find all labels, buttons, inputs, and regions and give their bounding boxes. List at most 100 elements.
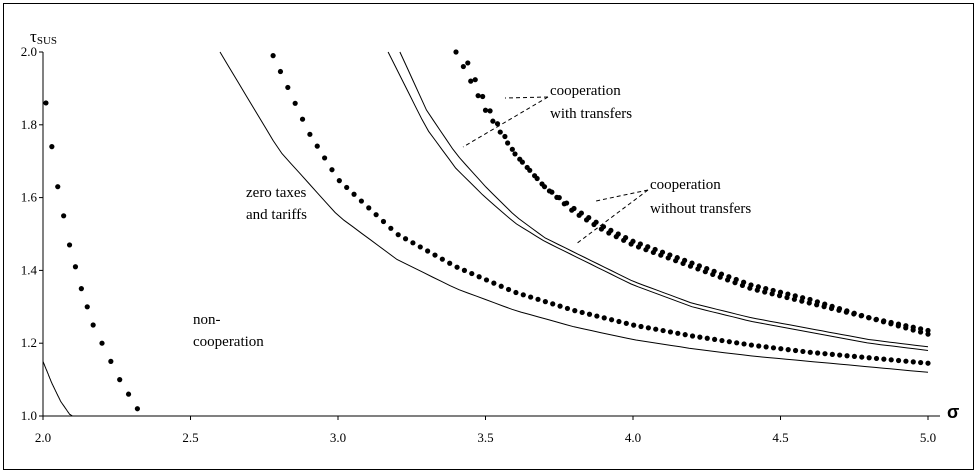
x-tick-label: 4.5 bbox=[772, 430, 788, 445]
data-point bbox=[638, 323, 644, 330]
data-point bbox=[134, 406, 140, 412]
data-point bbox=[623, 320, 629, 326]
data-point bbox=[895, 357, 902, 364]
data-point bbox=[756, 343, 762, 349]
data-point bbox=[806, 300, 812, 306]
data-point bbox=[895, 323, 901, 329]
data-point bbox=[673, 258, 679, 264]
data-point bbox=[776, 293, 783, 299]
data-point bbox=[762, 289, 768, 295]
data-point bbox=[487, 108, 493, 114]
data-point bbox=[873, 317, 879, 323]
data-point bbox=[836, 307, 842, 313]
data-point bbox=[561, 201, 567, 207]
data-point bbox=[480, 93, 486, 100]
data-point bbox=[873, 355, 880, 362]
data-point bbox=[517, 156, 523, 162]
data-point bbox=[903, 325, 909, 331]
data-point bbox=[453, 49, 459, 55]
data-point bbox=[653, 326, 659, 332]
data-point bbox=[322, 155, 328, 161]
data-point bbox=[881, 356, 887, 362]
x-tick-label: 2.5 bbox=[182, 430, 198, 445]
data-point bbox=[447, 260, 453, 266]
data-point bbox=[658, 252, 664, 258]
annotation-zero-taxes: zero taxes and tariffs bbox=[246, 185, 310, 223]
data-point bbox=[689, 333, 696, 339]
data-point bbox=[583, 217, 590, 223]
data-point bbox=[344, 184, 350, 191]
data-point bbox=[785, 347, 791, 353]
y-tick-label: 1.8 bbox=[21, 117, 37, 132]
data-point bbox=[598, 226, 605, 232]
leader-line bbox=[462, 96, 549, 148]
data-point bbox=[732, 280, 738, 286]
data-point bbox=[675, 330, 681, 336]
data-point bbox=[49, 144, 55, 150]
data-point bbox=[55, 184, 61, 190]
data-point bbox=[373, 212, 379, 218]
data-point bbox=[910, 327, 916, 333]
data-point bbox=[660, 327, 666, 334]
x-tick-label: 2.0 bbox=[35, 430, 51, 445]
data-point bbox=[888, 321, 894, 327]
data-point bbox=[851, 353, 858, 360]
data-point bbox=[851, 311, 857, 317]
data-point bbox=[665, 255, 671, 261]
data-point bbox=[78, 286, 84, 292]
x-tick-label: 3.0 bbox=[330, 430, 346, 445]
data-point bbox=[454, 264, 460, 270]
series-group bbox=[42, 49, 931, 417]
data-point bbox=[505, 286, 512, 293]
data-point bbox=[712, 336, 718, 343]
data-point bbox=[439, 256, 445, 262]
data-point bbox=[616, 318, 622, 325]
leader-line bbox=[575, 189, 649, 245]
data-point bbox=[741, 341, 747, 347]
data-point bbox=[108, 358, 114, 364]
data-point bbox=[299, 116, 306, 122]
data-point bbox=[402, 236, 409, 242]
data-point bbox=[791, 296, 797, 302]
data-point bbox=[925, 360, 931, 366]
data-point bbox=[631, 322, 637, 328]
data-point bbox=[821, 304, 827, 310]
data-point bbox=[550, 301, 556, 307]
data-point bbox=[925, 331, 931, 337]
data-point bbox=[719, 337, 725, 344]
data-point bbox=[43, 100, 49, 106]
annotation-noncooperation: non- cooperation bbox=[193, 312, 264, 350]
data-point bbox=[724, 277, 731, 283]
data-point bbox=[697, 334, 703, 340]
data-point bbox=[285, 84, 291, 91]
data-point bbox=[844, 353, 850, 359]
series-1-dots bbox=[43, 100, 140, 412]
data-point bbox=[822, 351, 828, 357]
data-point bbox=[569, 207, 575, 213]
data-point bbox=[546, 188, 553, 194]
data-point bbox=[667, 329, 674, 335]
x-tick-label: 4.0 bbox=[625, 430, 641, 445]
data-point bbox=[747, 285, 753, 291]
y-tick-label: 1.0 bbox=[21, 408, 37, 423]
data-point bbox=[576, 212, 582, 218]
data-point bbox=[502, 133, 508, 140]
data-point bbox=[800, 348, 806, 355]
series-3-dots bbox=[270, 53, 931, 366]
data-point bbox=[395, 232, 401, 238]
data-point bbox=[417, 244, 423, 250]
data-point bbox=[858, 313, 864, 319]
data-point bbox=[425, 248, 431, 254]
data-point bbox=[72, 264, 79, 270]
data-point bbox=[792, 347, 799, 354]
data-point bbox=[432, 252, 438, 258]
data-point bbox=[859, 354, 865, 360]
data-point bbox=[491, 280, 497, 286]
chart-frame bbox=[3, 3, 974, 470]
axes bbox=[42, 52, 940, 417]
annotation-cooperation-without-transfers: cooperation without transfers bbox=[650, 177, 751, 217]
series-4-line bbox=[387, 51, 929, 351]
data-point bbox=[461, 267, 468, 273]
data-point bbox=[554, 194, 560, 200]
